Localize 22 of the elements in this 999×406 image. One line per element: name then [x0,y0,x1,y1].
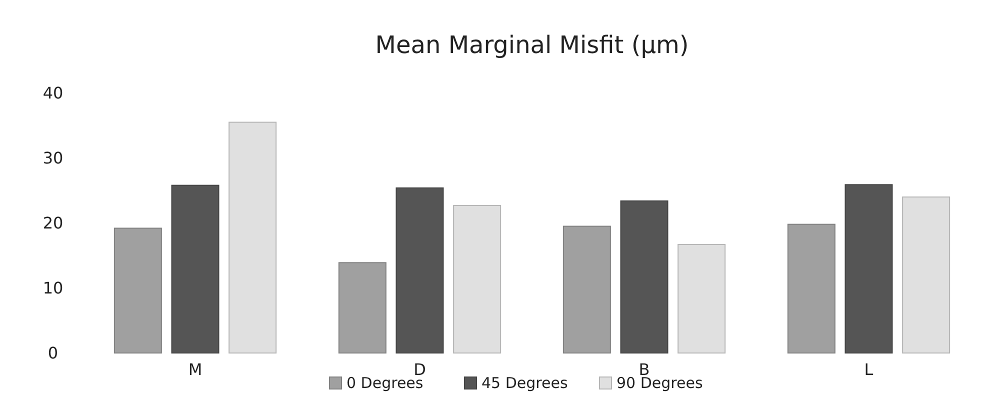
bar [902,196,950,354]
bar [678,244,726,354]
bar [844,184,893,354]
y-tick-label: 0 [48,344,58,363]
legend-label: 90 Degrees [616,374,703,392]
bar [228,122,277,354]
y-tick-label: 20 [42,214,64,233]
bar [453,204,502,354]
legend-label: 45 Degrees [482,374,568,392]
bar [562,226,611,354]
bar [114,228,162,354]
bar [620,200,668,354]
x-tick-label: M [188,360,202,379]
y-tick-label: 10 [42,278,64,298]
bar [338,262,386,354]
bar [787,224,836,354]
bar [171,184,220,354]
chart-title: Mean Marginal Misfit (µm) [375,31,689,59]
bar [396,187,444,354]
y-tick-label: 30 [42,148,64,168]
y-tick-label: 40 [42,84,64,103]
x-tick-label: L [864,360,874,379]
